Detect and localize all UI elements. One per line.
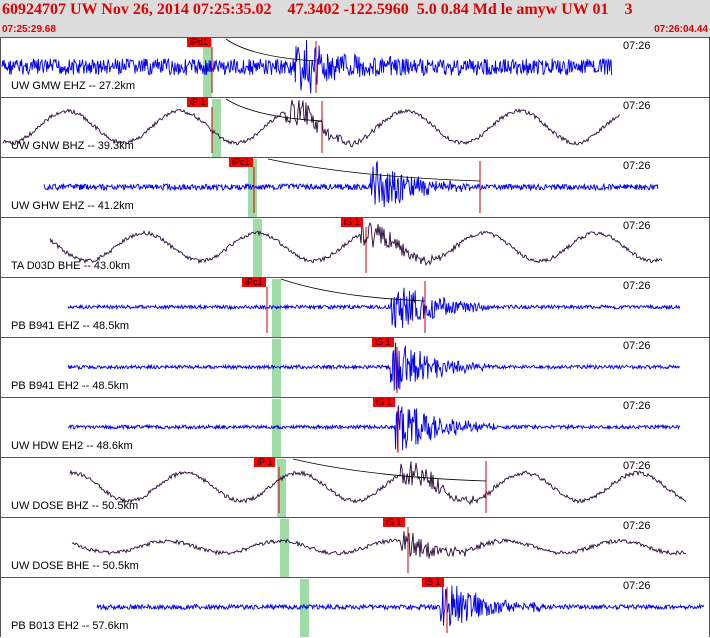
waveform-trace (68, 405, 681, 452)
channel-label: UW HDW EH2 -- 48.6km (11, 440, 133, 452)
channel-label: PB B941 EH2 -- 48.5km (11, 380, 129, 392)
channel-label: PB B013 EH2 -- 57.6km (11, 620, 129, 632)
channel-panels: UW GMW EHZ -- 27.2km 07:26 iPd1 UW GNW BHZ … (0, 37, 710, 638)
channel-time: 07:26 (623, 220, 651, 232)
channel-panel[interactable]: UW HDW EH2 -- 48.6km 07:26 iS 1 (0, 397, 710, 457)
channel-panel[interactable]: UW DOSE BHZ -- 50.5km 07:26 iP 1 (0, 457, 710, 517)
channel-panel[interactable]: UW DOSE BHE -- 50.5km 07:26 iS 1 (0, 517, 710, 577)
coda-envelope-curve (225, 98, 323, 122)
window-end-time: 07:26:04.44 (654, 24, 708, 35)
waveform-trace (71, 531, 687, 559)
phase-pick-flag[interactable]: iPd1 (187, 37, 212, 47)
waveform-trace (67, 342, 681, 391)
channel-label: UW GMW EHZ -- 27.2km (11, 80, 136, 92)
analysis-window-shade (212, 99, 221, 157)
waveform-trace (49, 221, 663, 267)
waveform-trace (67, 287, 681, 328)
analysis-window-shade (253, 219, 262, 277)
channel-time: 07:26 (623, 340, 651, 352)
channel-time: 07:26 (623, 280, 651, 292)
phase-pick-flag[interactable]: iS 1 (341, 217, 363, 227)
waveform-trace (2, 99, 621, 148)
phase-pick-flag[interactable]: iP 1 (187, 97, 209, 107)
phase-pick-flag[interactable]: iS 1 (373, 397, 395, 407)
waveform-trace (96, 585, 705, 626)
channel-time: 07:26 (623, 460, 651, 472)
waveform-trace (1, 39, 613, 94)
phase-pick-flag[interactable]: iPc1 (242, 277, 266, 287)
channel-panel[interactable]: PB B013 EH2 -- 57.6km 07:26 iS 1 (0, 577, 710, 637)
channel-label: UW GNW BHZ -- 39.3km (11, 140, 134, 152)
event-title: 60924707 UW Nov 26, 2014 07:25:35.02 47.… (2, 1, 633, 18)
phase-pick-flag[interactable]: iPc1 (229, 157, 253, 167)
phase-pick-flag[interactable]: iS 1 (372, 337, 394, 347)
channel-label: UW GHW EHZ -- 41.2km (11, 200, 134, 212)
coda-envelope-curve (225, 38, 317, 62)
waveform-trace (43, 160, 659, 208)
channel-panel[interactable]: PB B941 EH2 -- 48.5km 07:26 iS 1 (0, 337, 710, 397)
channel-time: 07:26 (623, 400, 651, 412)
phase-pick-flag[interactable]: iP 1 (254, 457, 276, 467)
channel-time: 07:26 (623, 40, 651, 52)
analysis-window-shade (300, 579, 309, 637)
channel-label: UW DOSE BHE -- 50.5km (11, 560, 139, 572)
analysis-window-shade (280, 519, 289, 577)
event-header: 60924707 UW Nov 26, 2014 07:25:35.02 47.… (0, 0, 710, 37)
coda-envelope-curve (280, 278, 426, 302)
channel-label: UW DOSE BHZ -- 50.5km (11, 500, 139, 512)
channel-time: 07:26 (623, 160, 651, 172)
seismogram-plot[interactable] (0, 37, 710, 638)
analysis-window-shade (272, 399, 281, 457)
channel-panel[interactable]: PB B941 EHZ -- 48.5km 07:26 iPc1 (0, 277, 710, 337)
channel-time: 07:26 (623, 580, 651, 592)
channel-panel[interactable]: TA D03D BHE -- 43.0km 07:26 iS 1 (0, 217, 710, 277)
coda-envelope-curve (267, 158, 481, 182)
channel-label: PB B941 EHZ -- 48.5km (11, 320, 129, 332)
channel-panel[interactable]: UW GMW EHZ -- 27.2km 07:26 iPd1 (0, 37, 710, 97)
channel-time: 07:26 (623, 520, 651, 532)
channel-label: TA D03D BHE -- 43.0km (11, 260, 130, 272)
coda-envelope-curve (292, 458, 487, 482)
phase-pick-flag[interactable]: iS 1 (422, 577, 444, 587)
window-start-time: 07:25:29.68 (2, 24, 56, 35)
analysis-window-shade (248, 159, 257, 217)
channel-time: 07:26 (623, 100, 651, 112)
waveform-trace (69, 461, 687, 506)
channel-panel[interactable]: UW GHW EHZ -- 41.2km 07:26 iPc1 (0, 157, 710, 217)
phase-pick-flag[interactable]: iS 1 (383, 517, 405, 527)
analysis-window-shade (272, 339, 281, 397)
channel-panel[interactable]: UW GNW BHZ -- 39.3km 07:26 iP 1 (0, 97, 710, 157)
analysis-window-shade (277, 459, 286, 517)
